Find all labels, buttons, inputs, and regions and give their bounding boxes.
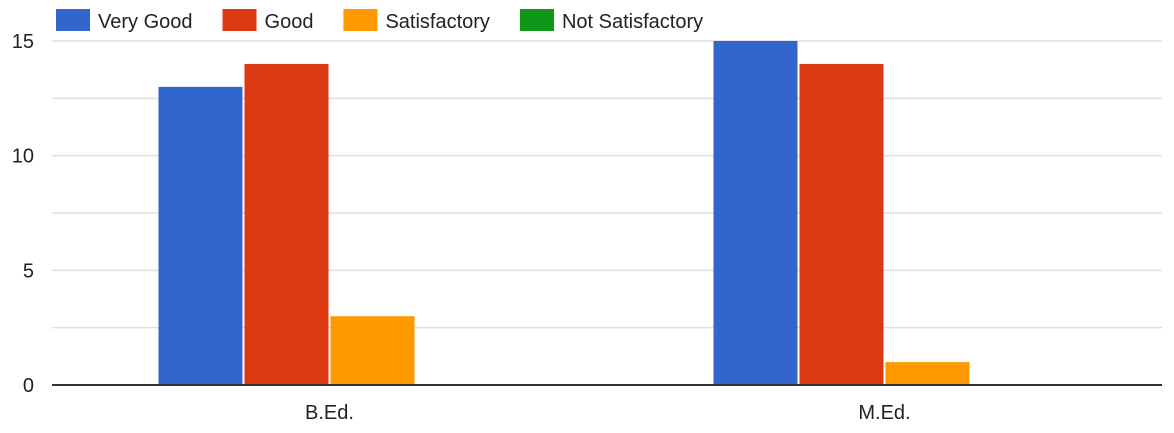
category-label-m-ed: M.Ed. [858,402,910,424]
y-tick-label: 5 [23,260,34,282]
legend-label-satisfactory: Satisfactory [385,11,489,33]
bar-b-ed-good [244,63,329,385]
bars [158,41,970,385]
x-axis-categories: B.Ed. M.Ed. [305,402,911,424]
legend: Very Good Good Satisfactory Not Satisfactor… [56,9,703,33]
legend-label-good: Good [265,11,314,33]
y-axis-ticks: 0 5 10 15 [12,31,34,397]
y-tick-label: 15 [12,31,34,53]
bar-b-ed-very-good [158,86,243,385]
legend-swatch-good [222,9,257,31]
category-label-b-ed: B.Ed. [305,402,354,424]
bar-m-ed-satisfactory [885,362,970,385]
y-tick-label: 10 [12,146,34,168]
legend-swatch-satisfactory [343,9,378,31]
legend-swatch-not-satisfactory [519,9,554,31]
bar-b-ed-satisfactory [330,316,415,385]
bar-m-ed-good [799,63,884,385]
legend-label-not-satisfactory: Not Satisfactory [562,11,703,33]
bar-m-ed-very-good [713,41,798,385]
y-tick-label: 0 [23,375,34,397]
legend-label-very-good: Very Good [98,11,193,33]
legend-swatch-very-good [56,9,90,31]
